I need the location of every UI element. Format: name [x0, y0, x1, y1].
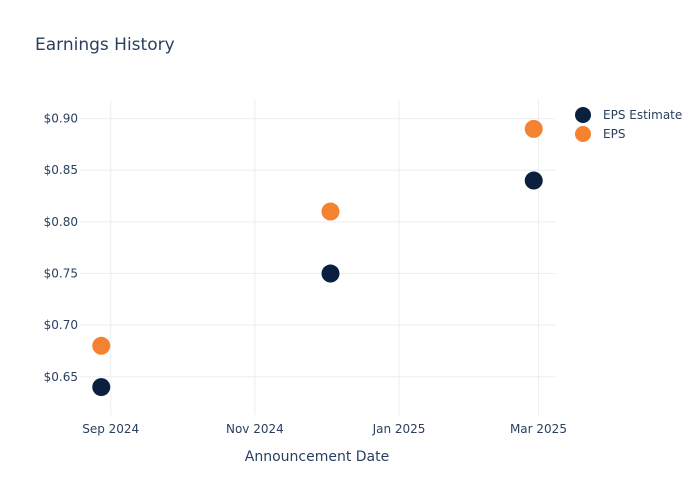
x-axis-title: Announcement Date [245, 449, 389, 465]
chart-title: Earnings History [35, 35, 175, 55]
x-tick-label: Nov 2024 [226, 422, 284, 436]
legend-label: EPS Estimate [603, 108, 682, 122]
grid-layer [80, 100, 555, 415]
eps-point[interactable] [92, 336, 111, 355]
legend: EPS Estimate EPS [575, 107, 682, 142]
eps-point[interactable] [321, 202, 340, 221]
legend-item[interactable]: EPS [575, 126, 625, 142]
x-axis-ticks: Sep 2024 Nov 2024 Jan 2025 Mar 2025 [82, 422, 567, 436]
y-tick-label: $0.70 [44, 318, 78, 332]
legend-label: EPS [603, 127, 625, 141]
y-tick-label: $0.80 [44, 215, 78, 229]
legend-marker [575, 107, 591, 123]
x-tick-label: Mar 2025 [510, 422, 567, 436]
eps-point[interactable] [524, 119, 543, 138]
legend-item[interactable]: EPS Estimate [575, 107, 682, 123]
eps-estimate-point[interactable] [524, 171, 543, 190]
y-tick-label: $0.90 [44, 112, 78, 126]
legend-marker [575, 126, 591, 142]
x-tick-label: Jan 2025 [372, 422, 426, 436]
y-tick-label: $0.65 [44, 370, 78, 384]
data-points [92, 119, 543, 397]
y-axis-ticks: $0.65 $0.70 $0.75 $0.80 $0.85 $0.90 [44, 112, 78, 384]
eps-estimate-point[interactable] [92, 378, 111, 397]
eps-estimate-point[interactable] [321, 264, 340, 283]
y-tick-label: $0.85 [44, 163, 78, 177]
x-tick-label: Sep 2024 [82, 422, 139, 436]
y-tick-label: $0.75 [44, 267, 78, 281]
